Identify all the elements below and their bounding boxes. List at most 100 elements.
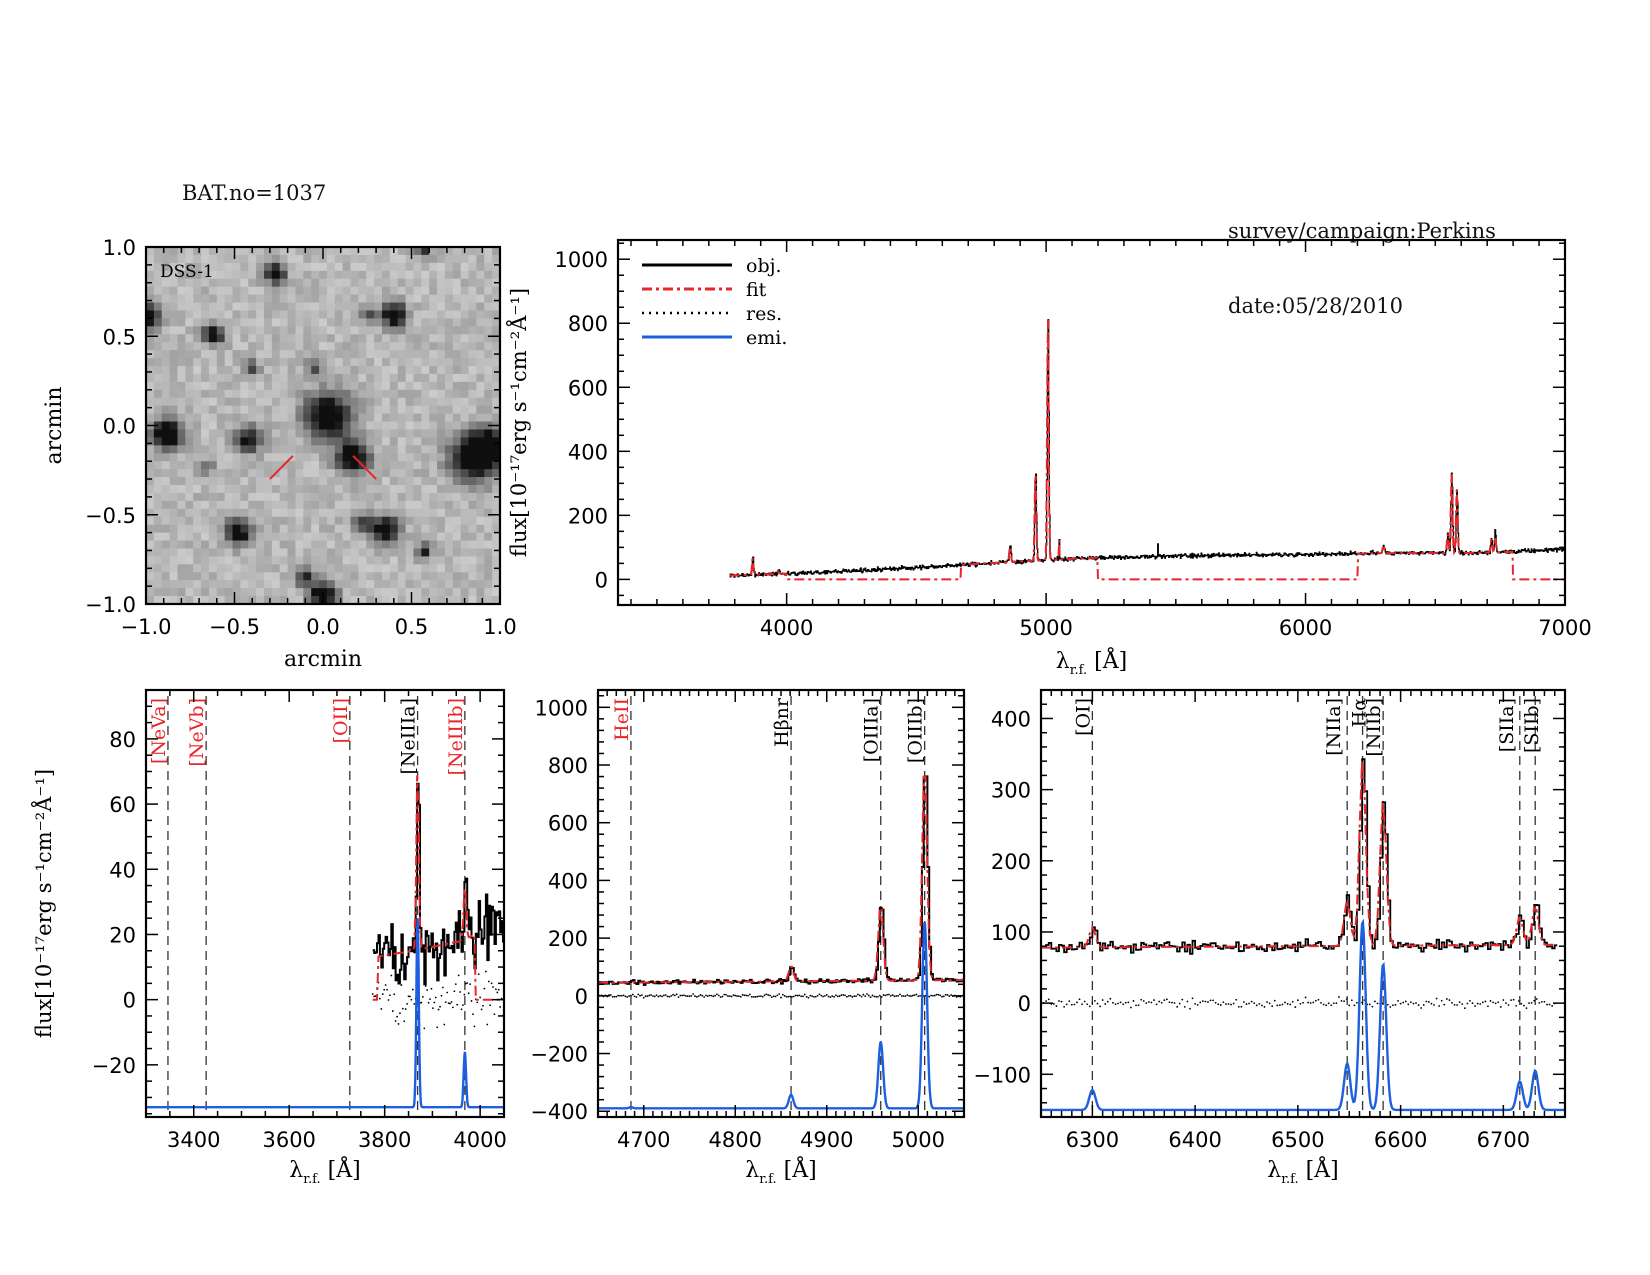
image-pixel xyxy=(389,453,399,462)
image-pixel xyxy=(350,588,359,597)
image-pixel xyxy=(146,294,155,304)
residual-point xyxy=(853,995,856,998)
image-pixel xyxy=(358,477,367,486)
image-pixel xyxy=(452,453,462,462)
image-pixel xyxy=(476,453,485,462)
image-pixel xyxy=(452,429,462,438)
image-pixel xyxy=(421,278,430,288)
image-pixel xyxy=(389,270,399,280)
residual-point xyxy=(469,983,472,986)
image-pixel xyxy=(366,564,375,573)
image-pixel xyxy=(389,429,399,438)
image-pixel xyxy=(271,437,281,446)
residual-point xyxy=(1494,1002,1497,1005)
image-pixel xyxy=(248,366,257,375)
residual-point xyxy=(371,993,374,995)
image-pixel xyxy=(460,286,470,296)
image-pixel xyxy=(264,286,273,296)
image-pixel xyxy=(468,262,477,272)
image-pixel xyxy=(295,540,304,550)
residual-point xyxy=(911,994,914,997)
image-pixel xyxy=(146,326,155,335)
image-pixel xyxy=(248,572,257,581)
image-pixel xyxy=(421,564,430,573)
residual-point xyxy=(476,1001,479,1004)
image-pixel xyxy=(169,548,179,557)
image-pixel xyxy=(374,381,383,391)
image-pixel xyxy=(358,516,367,526)
image-pixel xyxy=(342,500,352,510)
residual-point xyxy=(908,994,910,997)
image-pixel xyxy=(382,445,391,454)
image-pixel xyxy=(185,469,194,478)
image-pixel xyxy=(201,397,210,407)
image-pixel xyxy=(185,580,194,589)
image-pixel xyxy=(248,500,257,510)
image-pixel xyxy=(232,302,241,312)
image-pixel xyxy=(492,405,501,415)
residual-point xyxy=(928,995,931,998)
image-pixel xyxy=(208,564,218,573)
image-pixel xyxy=(256,326,265,335)
image-pixel xyxy=(382,596,391,605)
image-pixel xyxy=(271,453,281,462)
image-pixel xyxy=(248,310,257,319)
image-pixel xyxy=(279,429,289,438)
image-pixel xyxy=(153,548,163,557)
image-pixel xyxy=(460,580,470,589)
image-pixel xyxy=(366,556,375,565)
image-pixel xyxy=(161,461,171,470)
image-pixel xyxy=(271,524,281,534)
residual-point xyxy=(917,995,920,998)
image-pixel xyxy=(193,548,202,557)
image-pixel xyxy=(193,572,202,581)
image-pixel xyxy=(216,461,226,470)
image-pixel xyxy=(256,421,265,431)
image-pixel xyxy=(358,366,367,375)
image-pixel xyxy=(405,580,415,589)
image-pixel xyxy=(193,262,202,272)
residual-point xyxy=(1255,1004,1258,1007)
image-pixel xyxy=(248,302,257,312)
residual-point xyxy=(747,994,749,997)
image-pixel xyxy=(319,405,328,415)
image-pixel xyxy=(201,278,210,288)
image-pixel xyxy=(366,596,375,605)
image-pixel xyxy=(303,270,312,280)
image-pixel xyxy=(484,596,493,605)
plot-frame xyxy=(616,238,1567,607)
image-pixel xyxy=(389,342,399,351)
image-pixel xyxy=(153,477,163,486)
image-pixel xyxy=(452,580,462,589)
image-pixel xyxy=(264,358,273,367)
image-pixel xyxy=(248,397,257,407)
residual-point xyxy=(1304,996,1307,999)
image-pixel xyxy=(232,366,241,375)
residual-point xyxy=(736,995,738,997)
residual-point xyxy=(1168,1001,1171,1004)
image-pixel xyxy=(476,524,485,534)
image-pixel xyxy=(279,556,289,565)
image-pixel xyxy=(452,461,462,470)
image-pixel xyxy=(492,429,501,438)
image-pixel xyxy=(146,270,155,280)
image-pixel xyxy=(484,508,493,518)
image-pixel xyxy=(208,366,218,375)
residual-point xyxy=(1353,1004,1356,1007)
residual-point xyxy=(1538,1001,1541,1004)
image-pixel xyxy=(279,548,289,557)
image-pixel xyxy=(264,540,273,550)
residual-point xyxy=(456,1003,459,1006)
image-pixel xyxy=(397,516,407,526)
image-pixel xyxy=(279,421,289,431)
residual-point xyxy=(1284,1001,1286,1004)
zoom-panel-oxygen-iii: HeII Hβnr [OIIIa] [OIIIb]4700 4800 4900 5000−4… xyxy=(530,688,966,1187)
image-pixel xyxy=(146,572,155,581)
y-tick-label: −200 xyxy=(530,1043,588,1067)
residual-point xyxy=(915,993,918,996)
residual-point xyxy=(489,1004,492,1007)
image-pixel xyxy=(484,270,493,280)
image-pixel xyxy=(287,262,297,272)
residual-point xyxy=(723,993,726,996)
image-pixel xyxy=(452,445,462,454)
